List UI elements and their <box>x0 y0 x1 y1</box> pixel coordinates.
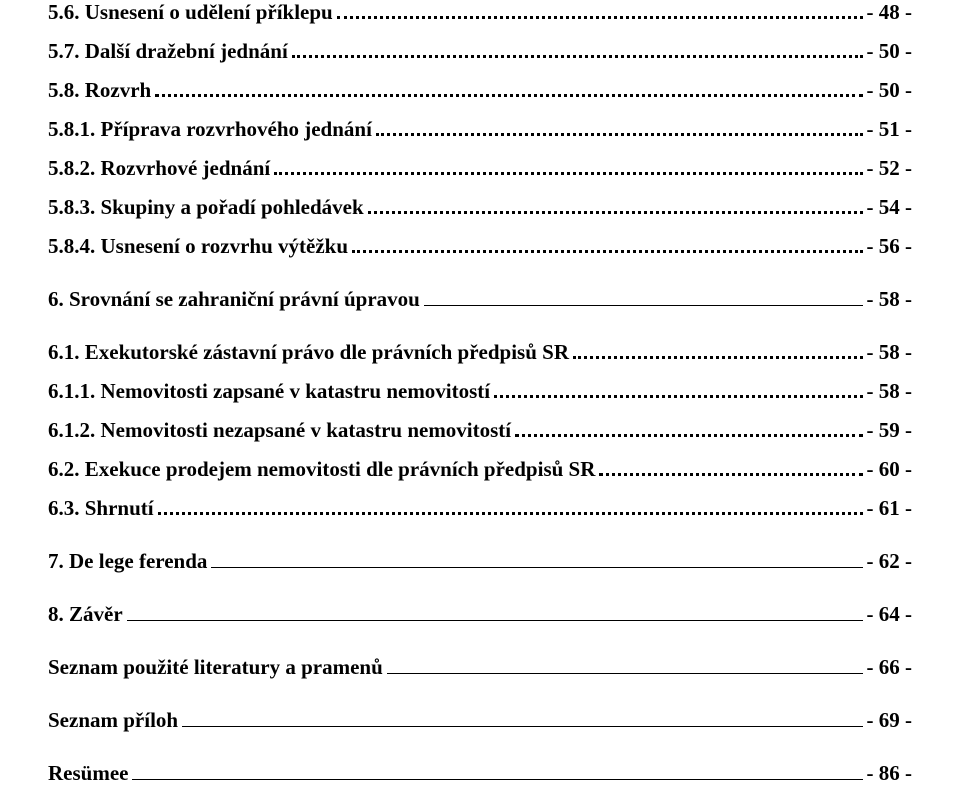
toc-entry-page: - 58 - <box>867 287 913 312</box>
toc-entry-label: 5.7. Další dražební jednání <box>48 39 288 64</box>
toc-dots-leader <box>494 395 862 398</box>
toc-entry: 5.8.3. Skupiny a pořadí pohledávek - 54 - <box>48 195 912 220</box>
toc-entry-label: 5.6. Usnesení o udělení příklepu <box>48 0 333 25</box>
toc-entry-label: 6.1. Exekutorské zástavní právo dle práv… <box>48 340 569 365</box>
toc-entry: 5.8.2. Rozvrhové jednání - 52 - <box>48 156 912 181</box>
toc-dots-leader <box>515 434 862 437</box>
toc-entry-page: - 60 - <box>867 457 913 482</box>
toc-entry-page: - 51 - <box>867 117 913 142</box>
toc-entry: 6.2. Exekuce prodejem nemovitosti dle pr… <box>48 457 912 482</box>
toc-entry: 6.3. Shrnutí - 61 - <box>48 496 912 521</box>
toc-dots-leader <box>292 55 863 58</box>
toc-entry: Seznam použité literatury a pramenů - 66 … <box>48 655 912 680</box>
toc-entry-label: 5.8.3. Skupiny a pořadí pohledávek <box>48 195 364 220</box>
toc-entry: 6.1.2. Nemovitosti nezapsané v katastru … <box>48 418 912 443</box>
toc-entry-page: - 52 - <box>867 156 913 181</box>
toc-underline-leader <box>424 305 863 306</box>
toc-entry-label: 5.8.4. Usnesení o rozvrhu výtěžku <box>48 234 348 259</box>
toc-entry: 5.8.4. Usnesení o rozvrhu výtěžku - 56 - <box>48 234 912 259</box>
toc-underline-leader <box>211 567 862 568</box>
toc-dots-leader <box>376 133 863 136</box>
toc-dots-leader <box>368 211 863 214</box>
toc-entry-page: - 50 - <box>867 39 913 64</box>
toc-entry-page: - 62 - <box>867 549 913 574</box>
toc-entry: 5.8. Rozvrh - 50 - <box>48 78 912 103</box>
toc-entry: 5.7. Další dražební jednání - 50 - <box>48 39 912 64</box>
toc-entry-page: - 58 - <box>867 340 913 365</box>
toc-dots-leader <box>158 512 863 515</box>
toc-entry: 7. De lege ferenda - 62 - <box>48 549 912 574</box>
toc-dots-leader <box>352 250 862 253</box>
toc-entry-page: - 61 - <box>867 496 913 521</box>
toc-entry: 8. Závěr - 64 - <box>48 602 912 627</box>
toc-entry-page: - 58 - <box>867 379 913 404</box>
toc-entry-page: - 59 - <box>867 418 913 443</box>
toc-entry-label: Resümee <box>48 761 128 786</box>
toc-entry-label: 5.8.1. Příprava rozvrhového jednání <box>48 117 372 142</box>
toc-dots-leader <box>337 16 863 19</box>
toc-underline-leader <box>132 779 862 780</box>
toc-entry: Resümee - 86 - <box>48 761 912 786</box>
toc-entry-label: 6.2. Exekuce prodejem nemovitosti dle pr… <box>48 457 595 482</box>
toc-entry-label: 5.8. Rozvrh <box>48 78 151 103</box>
toc-entry-label: 6.1.1. Nemovitosti zapsané v katastru ne… <box>48 379 490 404</box>
toc-page: 5.6. Usnesení o udělení příklepu- 48 -5.… <box>0 0 960 761</box>
toc-entry-label: 8. Závěr <box>48 602 123 627</box>
toc-entry: 6. Srovnání se zahraniční právní úpravou… <box>48 287 912 312</box>
toc-dots-leader <box>274 172 862 175</box>
toc-entry-label: 5.8.2. Rozvrhové jednání <box>48 156 270 181</box>
toc-entry-label: 6. Srovnání se zahraniční právní úpravou <box>48 287 420 312</box>
toc-entry-label: 7. De lege ferenda <box>48 549 207 574</box>
toc-dots-leader <box>599 473 862 476</box>
toc-entry-label: Seznam použité literatury a pramenů <box>48 655 383 680</box>
toc-entry-label: Seznam příloh <box>48 708 178 733</box>
toc-entry-page: - 50 - <box>867 78 913 103</box>
toc-underline-leader <box>182 726 862 727</box>
toc-entry-page: - 66 - <box>867 655 913 680</box>
toc-underline-leader <box>127 620 863 621</box>
toc-entry-page: - 86 - <box>867 761 913 786</box>
toc-entry-label: 6.1.2. Nemovitosti nezapsané v katastru … <box>48 418 511 443</box>
toc-entry: 5.8.1. Příprava rozvrhového jednání - 51 … <box>48 117 912 142</box>
toc-entry-page: - 54 - <box>867 195 913 220</box>
toc-entry: 6.1.1. Nemovitosti zapsané v katastru ne… <box>48 379 912 404</box>
toc-entry: 6.1. Exekutorské zástavní právo dle práv… <box>48 340 912 365</box>
toc-dots-leader <box>573 356 863 359</box>
toc-entry-page: - 56 - <box>867 234 913 259</box>
toc-dots-leader <box>155 94 862 97</box>
toc-entry-label: 6.3. Shrnutí <box>48 496 154 521</box>
toc-entry: Seznam příloh - 69 - <box>48 708 912 733</box>
toc-entry: 5.6. Usnesení o udělení příklepu - 48 - <box>48 0 912 25</box>
toc-entry-page: - 64 - <box>867 602 913 627</box>
toc-entry-page: - 69 - <box>867 708 913 733</box>
toc-underline-leader <box>387 673 863 674</box>
toc-entry-page: - 48 - <box>867 0 913 25</box>
